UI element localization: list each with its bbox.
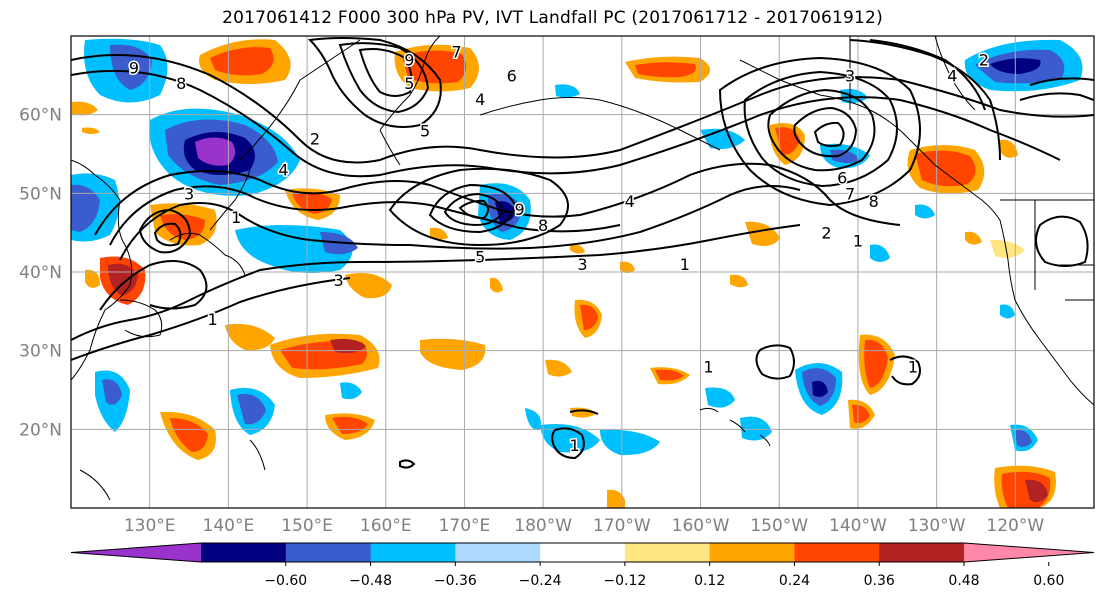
latitude-label: 30°N (19, 342, 62, 362)
colorbar-segment (879, 543, 965, 562)
colorbar: −0.60 −0.48 −0.36 −0.24 −0.12 0.12 0.24 0.36 0.4… (70, 542, 1095, 589)
colorbar-tick-label: 0.24 (779, 573, 810, 589)
colorbar-tick-label: −0.12 (603, 573, 646, 589)
longitude-label: 140°W (829, 516, 887, 536)
contour-label: 2 (310, 129, 320, 148)
ivt-contours (71, 37, 1094, 469)
latitude-labels: 60°N 50°N 40°N 30°N 20°N (19, 106, 62, 441)
colorbar-segment (624, 543, 711, 562)
contour-label: 4 (475, 90, 485, 109)
longitude-label: 120°W (986, 516, 1044, 536)
contour-label: 3 (577, 255, 587, 274)
latitude-label: 60°N (19, 106, 62, 126)
longitude-label: 160°E (360, 516, 412, 536)
colorbar-segment (794, 543, 880, 562)
contour-label: 9 (514, 200, 524, 219)
longitude-label: 180°W (514, 516, 572, 536)
contour-label: 8 (869, 192, 879, 211)
longitude-label: 170°E (439, 516, 491, 536)
contour-label: 2 (821, 224, 831, 243)
contour-label: 1 (908, 357, 918, 376)
contour-label: 9 (129, 58, 139, 77)
colorbar-tick-label: 0.12 (694, 573, 725, 589)
contour-label: 3 (333, 271, 343, 290)
contour-label: 4 (625, 192, 635, 211)
colorbar-tick-label: 0.48 (948, 573, 979, 589)
longitude-label: 170°W (593, 516, 651, 536)
colorbar-segment (455, 543, 541, 562)
contour-label: 1 (680, 255, 690, 274)
colorbar-extend-high (964, 543, 1094, 562)
contour-label: 1 (703, 357, 713, 376)
contour-label: 7 (845, 184, 855, 203)
contour-label: 1 (208, 310, 218, 329)
contour-label: 8 (176, 74, 186, 93)
longitude-label: 140°E (203, 516, 255, 536)
longitude-label: 150°W (750, 516, 808, 536)
plot-frame (70, 35, 1095, 509)
colorbar-extend-low (71, 543, 201, 562)
colorbar-segment (540, 543, 626, 562)
contour-label: 1 (570, 436, 580, 455)
coastlines (71, 36, 1094, 501)
latitude-label: 40°N (19, 263, 62, 283)
pv-anomaly-shading (71, 38, 1083, 508)
latitude-label: 20°N (19, 420, 62, 440)
contour-label: 1 (853, 232, 863, 251)
latitude-label: 50°N (19, 184, 62, 204)
contour-label: 5 (475, 247, 485, 266)
contour-label: 6 (837, 169, 847, 188)
colorbar-tick-label: −0.36 (434, 573, 477, 589)
longitude-label: 160°W (672, 516, 730, 536)
contour-labels: 89975645243131984531342678211862111 (127, 41, 1105, 456)
colorbar-segment (201, 543, 287, 562)
longitude-label: 150°E (281, 516, 333, 536)
colorbar-segment (285, 543, 372, 562)
contour-label: 4 (278, 161, 288, 180)
contour-label: 3 (184, 184, 194, 203)
colorbar-tick-label: 0.60 (1033, 573, 1064, 589)
contour-label: 4 (947, 66, 957, 85)
contour-label: 5 (420, 121, 430, 140)
contour-label: 2 (979, 51, 989, 70)
colorbar-tick-label: −0.48 (349, 573, 392, 589)
colorbar-tick-label: −0.60 (264, 573, 307, 589)
colorbar-tick-label: −0.24 (519, 573, 562, 589)
longitude-label: 130°W (908, 516, 966, 536)
colorbar-tick-label: 0.36 (864, 573, 895, 589)
contour-label: 6 (507, 66, 517, 85)
colorbar-segment (370, 543, 456, 562)
longitude-labels: 130°E 140°E 150°E 160°E 170°E 180°W 170°W 160°W… (124, 516, 1045, 536)
contour-label: 3 (845, 66, 855, 85)
colorbar-segment (709, 543, 795, 562)
map-title: 2017061412 F000 300 hPa PV, IVT Landfall… (222, 8, 883, 28)
colorbar-outline (70, 542, 1095, 563)
longitude-label: 130°E (124, 516, 176, 536)
contour-label: 7 (451, 43, 461, 62)
contour-label: 1 (231, 208, 241, 227)
contour-label: 9 (404, 51, 414, 70)
contour-label: 8 (538, 216, 548, 235)
contour-label: 5 (404, 74, 414, 93)
